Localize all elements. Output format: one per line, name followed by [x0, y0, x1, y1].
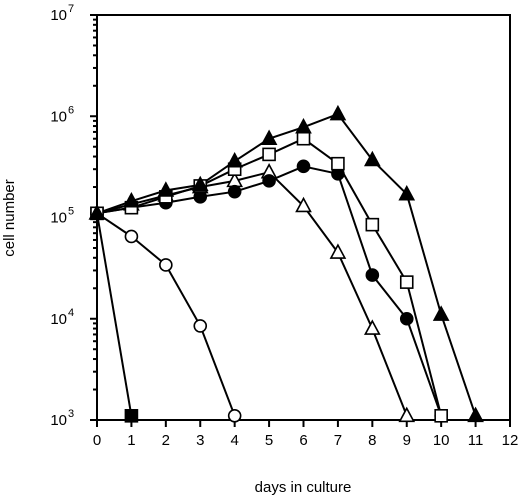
y-tick-label-base: 10 — [50, 210, 67, 227]
marker-filled-triangle — [157, 181, 175, 197]
x-tick-label: 8 — [368, 432, 376, 449]
series-line-open-circle — [96, 212, 236, 417]
y-tick-label-exponent: 6 — [68, 104, 74, 116]
x-tick-label: 5 — [265, 432, 273, 449]
marker-filled-triangle — [260, 129, 278, 146]
series-line-filled-square — [96, 213, 133, 416]
x-tick-label: 3 — [196, 432, 204, 449]
series-line-open-triangle — [96, 171, 408, 417]
y-tick-label-base: 10 — [50, 311, 67, 328]
series-markers — [88, 104, 484, 423]
y-tick-label-base: 10 — [50, 412, 67, 429]
x-tick-label: 10 — [433, 432, 450, 449]
x-axis-title: days in culture — [255, 479, 352, 496]
y-tick-label-base: 10 — [50, 7, 67, 24]
series-line-filled-circle — [96, 165, 443, 417]
marker-filled-circle — [365, 268, 380, 282]
marker-open-square — [434, 409, 448, 423]
y-tick-label-exponent: 3 — [68, 408, 74, 420]
marker-filled-triangle — [467, 406, 484, 423]
x-tick-label: 9 — [403, 432, 411, 449]
marker-open-square — [365, 217, 380, 232]
marker-filled-triangle — [191, 175, 209, 192]
y-tick-label-exponent: 7 — [68, 3, 74, 15]
axes — [96, 14, 511, 421]
x-tick-label: 1 — [127, 432, 135, 449]
series-lines — [96, 112, 477, 417]
marker-filled-triangle — [88, 204, 106, 220]
y-axis-title: cell number — [1, 179, 18, 257]
plot-frame — [96, 14, 511, 421]
marker-filled-triangle — [123, 191, 140, 208]
marker-filled-triangle — [329, 104, 347, 121]
marker-open-circle — [124, 229, 139, 244]
y-tick-label-exponent: 5 — [68, 206, 74, 218]
x-tick-label: 4 — [230, 432, 238, 449]
marker-filled-circle — [262, 174, 276, 188]
marker-filled-triangle — [363, 150, 381, 167]
x-tick-label: 6 — [299, 432, 307, 449]
marker-open-square — [262, 147, 276, 162]
x-tick-label: 7 — [334, 432, 342, 449]
marker-open-triangle — [329, 243, 347, 259]
marker-open-triangle — [398, 406, 416, 423]
marker-filled-triangle — [398, 184, 416, 201]
marker-open-square — [331, 156, 345, 171]
marker-open-square — [399, 275, 414, 289]
marker-open-triangle — [363, 319, 381, 335]
x-tick-label: 11 — [468, 432, 484, 449]
marker-filled-circle — [296, 159, 311, 174]
marker-filled-triangle — [432, 305, 450, 321]
marker-open-square — [296, 131, 311, 146]
marker-filled-triangle — [226, 151, 244, 168]
y-tick-label-exponent: 4 — [68, 307, 74, 319]
x-axis-ticks: 0 1 2 3 4 5 6 7 8 9 10 11 12 — [93, 420, 519, 449]
marker-open-circle — [193, 319, 208, 333]
x-tick-label: 12 — [502, 432, 519, 449]
series-line-filled-triangle — [96, 112, 477, 417]
marker-filled-triangle — [295, 117, 312, 134]
marker-open-circle — [227, 409, 242, 423]
marker-open-circle — [159, 258, 173, 272]
y-tick-label-base: 10 — [50, 108, 67, 125]
marker-filled-circle — [399, 311, 414, 326]
x-tick-label: 2 — [162, 432, 170, 449]
marker-open-triangle — [295, 196, 312, 213]
x-tick-label: 0 — [93, 432, 101, 449]
marker-filled-square — [124, 409, 139, 423]
marker-filled-circle — [227, 184, 242, 199]
